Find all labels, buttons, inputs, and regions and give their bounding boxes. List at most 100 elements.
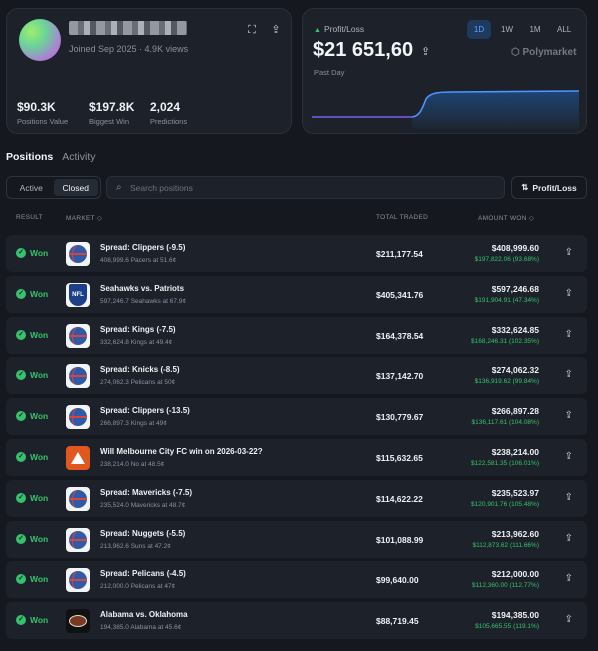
table-row[interactable]: ✓ Won NFL Seahawks vs. Patriots 597,246.7 Se… bbox=[6, 276, 587, 313]
profit-gain: $112,360.00 (112.77%) bbox=[472, 582, 539, 589]
search-icon: ⌕ bbox=[116, 182, 122, 193]
table-row[interactable]: ✓ Won Spread: Pelicans (-4.5) 212,000.0 Pel… bbox=[6, 561, 587, 598]
profit-gain: $191,904.91 (47.34%) bbox=[474, 297, 539, 304]
range-tab-1d[interactable]: 1D bbox=[467, 20, 491, 39]
stat-value: 2,024 bbox=[150, 100, 181, 114]
profit-loss-card: ▲ Profit/Loss $21 651,60 ⇪ Past Day 1D 1W… bbox=[302, 8, 587, 134]
check-circle-icon: ✓ bbox=[16, 534, 26, 544]
search-input[interactable] bbox=[130, 180, 490, 196]
pnl-label: ▲ Profit/Loss bbox=[314, 24, 364, 34]
market-position: 213,962.6 Suns at 47.2¢ bbox=[100, 543, 171, 550]
share-icon[interactable]: ⇪ bbox=[564, 288, 573, 299]
result-won: ✓ Won bbox=[16, 289, 48, 299]
total-traded: $164,378.54 bbox=[376, 331, 424, 341]
total-traded: $101,088.99 bbox=[376, 535, 424, 545]
polymarket-brand: ⬡ Polymarket bbox=[511, 47, 576, 58]
result-won: ✓ Won bbox=[16, 534, 48, 544]
table-row[interactable]: ✓ Won Spread: Nuggets (-5.5) 213,962.6 Suns… bbox=[6, 521, 587, 558]
total-traded: $405,341.76 bbox=[376, 290, 424, 300]
amount-won: $408,999.60 bbox=[491, 243, 539, 253]
table-row[interactable]: ✓ Won Will Melbourne City FC win on 2026-0… bbox=[6, 439, 587, 476]
market-title[interactable]: Spread: Clippers (-13.5) bbox=[100, 406, 190, 415]
market-logo bbox=[66, 568, 90, 592]
market-logo bbox=[66, 242, 90, 266]
result-label: Won bbox=[30, 330, 49, 340]
market-logo bbox=[66, 446, 90, 470]
table-row[interactable]: ✓ Won Spread: Knicks (-8.5) 274,062.3 Pelic… bbox=[6, 357, 587, 394]
market-title[interactable]: Spread: Mavericks (-7.5) bbox=[100, 488, 193, 497]
range-tab-1w[interactable]: 1W bbox=[501, 25, 513, 34]
sort-profit-loss-button[interactable]: ⇅ Profit/Loss bbox=[511, 176, 587, 199]
market-title[interactable]: Spread: Nuggets (-5.5) bbox=[100, 529, 186, 538]
share-icon[interactable]: ⇪ bbox=[564, 410, 573, 421]
check-circle-icon: ✓ bbox=[16, 248, 26, 258]
college-football-logo-icon bbox=[66, 609, 90, 633]
header-market[interactable]: MARKET ◇ bbox=[66, 215, 103, 222]
share-icon[interactable]: ⇪ bbox=[564, 369, 573, 380]
market-title[interactable]: Spread: Knicks (-8.5) bbox=[100, 365, 180, 374]
filter-closed-button[interactable]: Closed bbox=[53, 179, 98, 196]
table-row[interactable]: ✓ Won Alabama vs. Oklahoma 194,385.0 Alabam… bbox=[6, 602, 587, 639]
market-title[interactable]: Spread: Pelicans (-4.5) bbox=[100, 569, 186, 578]
filter-active-button[interactable]: Active bbox=[19, 182, 43, 193]
up-triangle-icon: ▲ bbox=[314, 27, 321, 34]
share-icon[interactable]: ⇪ bbox=[564, 492, 573, 503]
tab-positions[interactable]: Positions bbox=[6, 151, 54, 163]
stat-label: Predictions bbox=[150, 117, 188, 126]
pnl-chart-line-after bbox=[411, 90, 579, 118]
market-title[interactable]: Alabama vs. Oklahoma bbox=[100, 610, 188, 619]
market-logo bbox=[66, 324, 90, 348]
table-row[interactable]: ✓ Won Spread: Mavericks (-7.5) 235,524.0 Ma… bbox=[6, 480, 587, 517]
check-circle-icon: ✓ bbox=[16, 370, 26, 380]
market-title[interactable]: Spread: Clippers (-9.5) bbox=[100, 243, 186, 252]
profit-gain: $105,665.55 (119.1%) bbox=[475, 623, 539, 630]
table-row[interactable]: ✓ Won Spread: Clippers (-13.5) 266,897.3 Ki… bbox=[6, 398, 587, 435]
range-tab-1m[interactable]: 1M bbox=[529, 25, 541, 34]
market-logo bbox=[66, 364, 90, 388]
share-icon[interactable]: ⇪ bbox=[564, 451, 573, 462]
username-redacted bbox=[69, 21, 187, 35]
result-label: Won bbox=[30, 370, 49, 380]
share-icon[interactable]: ⇪ bbox=[421, 46, 431, 58]
share-icon[interactable]: ⇪ bbox=[564, 614, 573, 625]
profit-gain: $168,246.31 (102.35%) bbox=[471, 338, 539, 345]
result-label: Won bbox=[30, 615, 49, 625]
amount-won: $597,246.68 bbox=[491, 284, 539, 294]
share-icon[interactable]: ⇪ bbox=[271, 24, 281, 36]
basketball-icon bbox=[69, 245, 87, 263]
profit-gain: $136,919.62 (99.84%) bbox=[474, 378, 539, 385]
share-icon[interactable]: ⇪ bbox=[564, 247, 573, 258]
amount-won: $266,897.28 bbox=[491, 406, 539, 416]
a-league-logo-icon bbox=[66, 446, 90, 470]
result-label: Won bbox=[30, 574, 49, 584]
expand-icon[interactable]: ⛶ bbox=[248, 24, 256, 36]
range-tab-all[interactable]: ALL bbox=[557, 25, 572, 34]
result-won: ✓ Won bbox=[16, 411, 48, 421]
profit-gain: $120,901.76 (105.48%) bbox=[471, 501, 539, 508]
share-icon[interactable]: ⇪ bbox=[564, 329, 573, 340]
table-row[interactable]: ✓ Won Spread: Kings (-7.5) 332,624.8 Kings … bbox=[6, 317, 587, 354]
header-amount-won[interactable]: AMOUNT WON ◇ bbox=[478, 215, 535, 222]
header-result[interactable]: RESULT bbox=[16, 214, 43, 221]
basketball-icon bbox=[69, 408, 87, 426]
pnl-period: Past Day bbox=[314, 68, 345, 77]
result-won: ✓ Won bbox=[16, 615, 48, 625]
market-title[interactable]: Will Melbourne City FC win on 2026-03-22… bbox=[100, 447, 263, 456]
table-row[interactable]: ✓ Won Spread: Clippers (-9.5) 408,999.6 Pac… bbox=[6, 235, 587, 272]
result-label: Won bbox=[30, 289, 49, 299]
tab-activity[interactable]: Activity bbox=[62, 151, 96, 163]
share-icon[interactable]: ⇪ bbox=[564, 533, 573, 544]
joined-info: Joined Sep 2025 · 4.9K views bbox=[69, 44, 189, 54]
market-title[interactable]: Spread: Kings (-7.5) bbox=[100, 325, 176, 334]
header-total-traded: TOTAL TRADED bbox=[376, 214, 429, 221]
amount-won: $212,000.00 bbox=[491, 569, 539, 579]
profit-gain: $136,117.61 (104.08%) bbox=[471, 419, 539, 426]
market-logo bbox=[66, 609, 90, 633]
total-traded: $114,622.22 bbox=[376, 494, 423, 504]
avatar bbox=[19, 19, 61, 61]
market-title[interactable]: Seahawks vs. Patriots bbox=[100, 284, 185, 293]
total-traded: $130,779.67 bbox=[376, 412, 424, 422]
polymarket-logo-icon: ⬡ bbox=[511, 47, 523, 58]
stat-label: Positions Value bbox=[17, 117, 69, 126]
share-icon[interactable]: ⇪ bbox=[564, 573, 573, 584]
